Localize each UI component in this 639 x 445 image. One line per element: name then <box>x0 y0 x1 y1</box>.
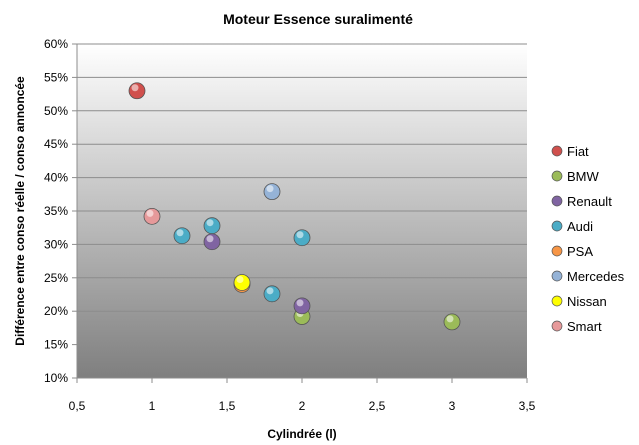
data-point-nissan <box>233 274 251 291</box>
y-tick-label: 30% <box>44 237 68 251</box>
legend-label: Mercedes <box>567 269 625 284</box>
data-point-audi <box>263 285 281 303</box>
legend-marker <box>551 170 563 182</box>
legend: Fiat BMW Renault Audi PSA Mercedes Nissan Smart <box>551 144 625 334</box>
chart-title: Moteur Essence suralimenté <box>223 11 413 27</box>
legend-item-renault: Renault <box>551 194 612 209</box>
legend-label: Smart <box>567 319 602 334</box>
data-point-audi <box>293 229 311 247</box>
y-tick-label: 25% <box>44 271 68 285</box>
legend-label: Renault <box>567 194 612 209</box>
legend-label: Nissan <box>567 294 607 309</box>
legend-item-psa: PSA <box>551 244 593 259</box>
legend-label: PSA <box>567 244 593 259</box>
data-point-fiat <box>128 82 146 100</box>
y-tick-label: 35% <box>44 204 68 218</box>
y-tick-label: 20% <box>44 304 68 318</box>
legend-marker <box>551 320 563 332</box>
y-tick-labels: 10% 15% 20% 25% 30% 35% 40% 45% 50% 55% 60% <box>44 37 68 385</box>
legend-item-smart: Smart <box>551 319 602 334</box>
legend-item-fiat: Fiat <box>551 144 589 159</box>
x-tick-labels: 0,5 1 1,5 2 2,5 3 3,5 <box>69 399 536 413</box>
legend-marker <box>551 195 563 207</box>
y-tick-label: 50% <box>44 104 68 118</box>
legend-marker <box>551 270 563 282</box>
y-axis-title: Différence entre conso réelle / conso an… <box>13 76 27 346</box>
legend-item-mercedes: Mercedes <box>551 269 625 284</box>
y-tick-label: 60% <box>44 37 68 51</box>
x-tick-label: 3 <box>449 399 456 413</box>
legend-marker <box>551 245 563 257</box>
legend-label: Fiat <box>567 144 589 159</box>
x-tick-label: 2,5 <box>369 399 386 413</box>
legend-label: BMW <box>567 169 600 184</box>
data-point-mercedes <box>263 183 281 201</box>
y-tick-label: 55% <box>44 70 68 84</box>
x-tick-label: 1,5 <box>219 399 236 413</box>
legend-marker <box>551 220 563 232</box>
data-points <box>128 82 461 331</box>
legend-item-bmw: BMW <box>551 169 600 184</box>
data-point-audi <box>203 217 221 235</box>
x-tick-label: 1 <box>149 399 156 413</box>
legend-item-nissan: Nissan <box>551 294 607 309</box>
x-tick-label: 0,5 <box>69 399 86 413</box>
legend-item-audi: Audi <box>551 219 593 234</box>
x-tick-label: 3,5 <box>519 399 536 413</box>
data-point-renault <box>203 233 221 251</box>
x-axis-title: Cylindrée (l) <box>267 427 336 441</box>
data-point-smart <box>143 207 161 225</box>
axes <box>72 43 528 383</box>
data-point-bmw <box>443 313 461 331</box>
legend-marker <box>551 145 563 157</box>
legend-marker <box>551 295 563 307</box>
x-tick-label: 2 <box>299 399 306 413</box>
legend-label: Audi <box>567 219 593 234</box>
y-tick-label: 40% <box>44 171 68 185</box>
data-point-audi <box>173 227 191 245</box>
data-point-renault <box>293 297 311 315</box>
y-tick-label: 45% <box>44 137 68 151</box>
y-tick-label: 10% <box>44 371 68 385</box>
y-tick-label: 15% <box>44 338 68 352</box>
